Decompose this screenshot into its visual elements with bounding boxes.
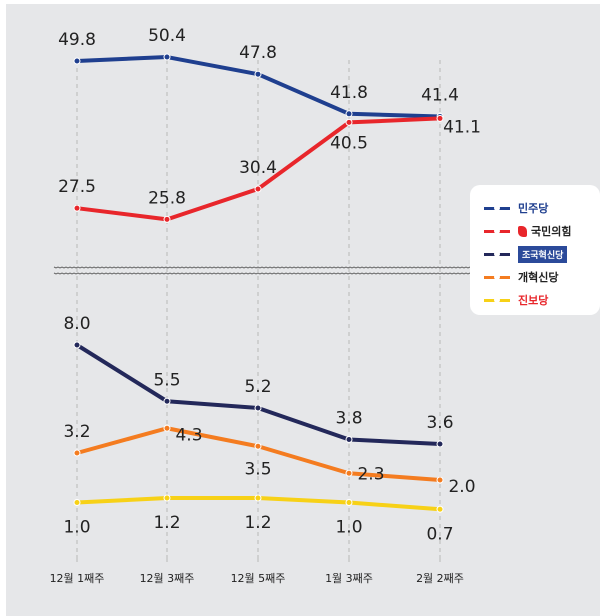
legend-item: 진보당 bbox=[484, 291, 548, 309]
data-label: 41.4 bbox=[421, 85, 459, 105]
data-point bbox=[436, 440, 444, 448]
data-point bbox=[73, 449, 81, 457]
data-label: 40.5 bbox=[330, 133, 368, 153]
data-label: 2.0 bbox=[448, 477, 475, 497]
data-label: 49.8 bbox=[58, 30, 96, 50]
data-label: 8.0 bbox=[63, 314, 90, 334]
data-label: 27.5 bbox=[58, 177, 96, 197]
legend-item: 민주당 bbox=[484, 199, 548, 217]
data-label: 25.8 bbox=[148, 188, 186, 208]
legend-label: 개혁신당 bbox=[518, 271, 559, 284]
data-point bbox=[163, 424, 171, 432]
data-point bbox=[254, 442, 262, 450]
legend-swatch bbox=[484, 205, 510, 211]
party-logo-icon bbox=[518, 225, 527, 237]
data-point bbox=[254, 404, 262, 412]
data-label: 1.2 bbox=[153, 513, 180, 533]
data-label: 3.6 bbox=[426, 413, 453, 433]
data-point bbox=[345, 110, 353, 118]
data-point bbox=[345, 118, 353, 126]
legend-label: 진보당 bbox=[518, 294, 549, 307]
data-label: 0.7 bbox=[426, 524, 453, 544]
data-point bbox=[163, 494, 171, 502]
legend-swatch bbox=[484, 297, 510, 303]
legend-item: 조국혁신당 bbox=[484, 245, 568, 263]
data-point bbox=[345, 469, 353, 477]
data-point bbox=[163, 53, 171, 61]
x-tick-label: 12월 5째주 bbox=[231, 572, 286, 585]
data-point bbox=[254, 70, 262, 78]
legend-item: 개혁신당 bbox=[484, 268, 558, 286]
data-label: 41.8 bbox=[330, 83, 368, 103]
data-label: 1.2 bbox=[244, 513, 271, 533]
data-label: 47.8 bbox=[239, 43, 277, 63]
data-point bbox=[163, 215, 171, 223]
legend-swatch bbox=[484, 274, 510, 280]
data-label: 50.4 bbox=[148, 26, 186, 46]
legend-label: 민주당 bbox=[518, 202, 549, 215]
x-tick-label: 1월 3째주 bbox=[325, 572, 373, 585]
data-point bbox=[254, 494, 262, 502]
data-label: 30.4 bbox=[239, 158, 277, 178]
legend-label: 조국혁신당 bbox=[518, 245, 568, 263]
legend-swatch bbox=[484, 251, 510, 257]
data-point bbox=[254, 185, 262, 193]
legend-swatch bbox=[484, 228, 510, 234]
axis-break-mark bbox=[53, 266, 471, 269]
data-label: 1.0 bbox=[335, 518, 362, 538]
axis-break-mark bbox=[53, 272, 471, 275]
data-label: 5.5 bbox=[153, 370, 180, 390]
data-point bbox=[73, 57, 81, 65]
x-tick-label: 2월 2째주 bbox=[416, 572, 464, 585]
data-point bbox=[345, 436, 353, 443]
data-label: 3.2 bbox=[63, 422, 90, 442]
data-point bbox=[73, 499, 81, 506]
data-point bbox=[73, 204, 81, 212]
data-point bbox=[345, 499, 353, 506]
x-tick-label: 12월 3째주 bbox=[140, 572, 195, 585]
data-point bbox=[436, 114, 444, 122]
legend-label: 국민의힘 bbox=[531, 225, 572, 238]
data-label: 4.3 bbox=[175, 425, 202, 445]
data-label: 3.8 bbox=[335, 409, 362, 429]
data-point bbox=[163, 397, 171, 405]
data-label: 41.1 bbox=[443, 117, 481, 137]
data-label: 2.3 bbox=[357, 464, 384, 484]
data-label: 1.0 bbox=[63, 518, 90, 538]
data-point bbox=[436, 505, 444, 513]
data-point bbox=[436, 476, 444, 484]
data-point bbox=[73, 341, 81, 349]
legend-item: 국민의힘 bbox=[484, 222, 571, 240]
data-label: 3.5 bbox=[244, 459, 271, 479]
data-label: 5.2 bbox=[244, 377, 271, 397]
x-tick-label: 12월 1째주 bbox=[50, 572, 105, 585]
